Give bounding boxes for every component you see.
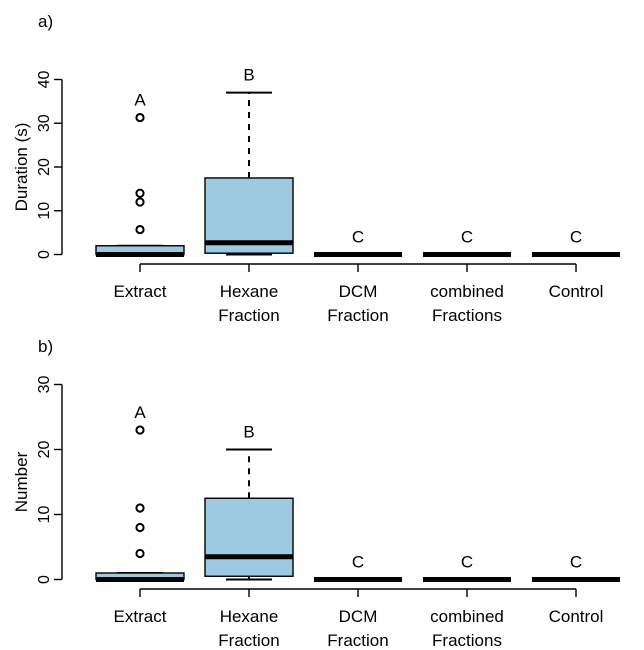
panel-a: a) 0 10 20 30 40 Duration (s) Extract A Hexane Fra… [12, 12, 620, 325]
outlier-point [135, 188, 145, 198]
box-group: Control C [532, 228, 620, 301]
box-group: Control C [532, 553, 620, 626]
outlier-point [135, 548, 145, 559]
outlier-point [135, 197, 145, 207]
y-tick-label: 0 [36, 575, 53, 584]
box-group: Hexane Fraction B [204, 423, 294, 650]
significance-letter: A [134, 91, 146, 110]
x-tick-label: DCM [339, 607, 378, 626]
box [204, 497, 294, 577]
significance-letter: C [461, 228, 473, 247]
box-group: Hexane Fraction B [204, 66, 294, 325]
significance-letter: C [461, 553, 473, 572]
x-tick-label: Fraction [218, 631, 279, 650]
y-tick-label: 10 [36, 202, 53, 220]
x-tick-label: Extract [114, 607, 167, 626]
outlier-point [135, 425, 145, 435]
y-tick-label: 20 [36, 441, 53, 459]
x-tick-label: Hexane [220, 607, 279, 626]
panel-b: b) 0 10 20 30 Number Extract A Hexane Fraction B DC… [12, 337, 620, 650]
box-group: combined Fractions C [423, 228, 511, 325]
significance-letter: C [570, 228, 582, 247]
y-tick-label: 30 [36, 376, 53, 394]
x-tick-label: Fraction [218, 306, 279, 325]
significance-letter: A [134, 403, 146, 422]
x-tick-label: Fraction [327, 631, 388, 650]
y-tick-label: 20 [36, 158, 53, 176]
significance-letter: C [352, 228, 364, 247]
box-group: Extract A [95, 91, 185, 301]
x-tick-label: Extract [114, 282, 167, 301]
y-axis-title: Duration (s) [12, 123, 31, 212]
y-tick-label: 30 [36, 114, 53, 132]
panel-label: a) [38, 12, 53, 31]
y-tick-label: 0 [36, 250, 53, 259]
outlier-point [135, 112, 145, 123]
significance-letter: C [352, 553, 364, 572]
x-tick-label: combined [430, 282, 504, 301]
y-tick-label: 10 [36, 506, 53, 524]
box-group: DCM Fraction C [314, 553, 402, 650]
x-tick-label: Hexane [220, 282, 279, 301]
x-tick-label: Control [549, 607, 604, 626]
x-tick-label: DCM [339, 282, 378, 301]
x-tick-label: Fractions [432, 631, 502, 650]
significance-letter: B [243, 423, 254, 442]
y-axis-title: Number [12, 451, 31, 512]
outlier-point [135, 522, 145, 533]
x-tick-label: Fraction [327, 306, 388, 325]
x-tick-label: Fractions [432, 306, 502, 325]
panel-label: b) [38, 337, 53, 356]
significance-letter: C [570, 553, 582, 572]
significance-letter: B [243, 66, 254, 85]
outlier-point [135, 224, 145, 235]
box-group: DCM Fraction C [314, 228, 402, 325]
y-tick-label: 40 [36, 71, 53, 89]
box-group: combined Fractions C [423, 553, 511, 650]
outlier-point [135, 503, 145, 513]
x-tick-label: Control [549, 282, 604, 301]
box-group: Extract A [95, 403, 185, 626]
x-tick-label: combined [430, 607, 504, 626]
